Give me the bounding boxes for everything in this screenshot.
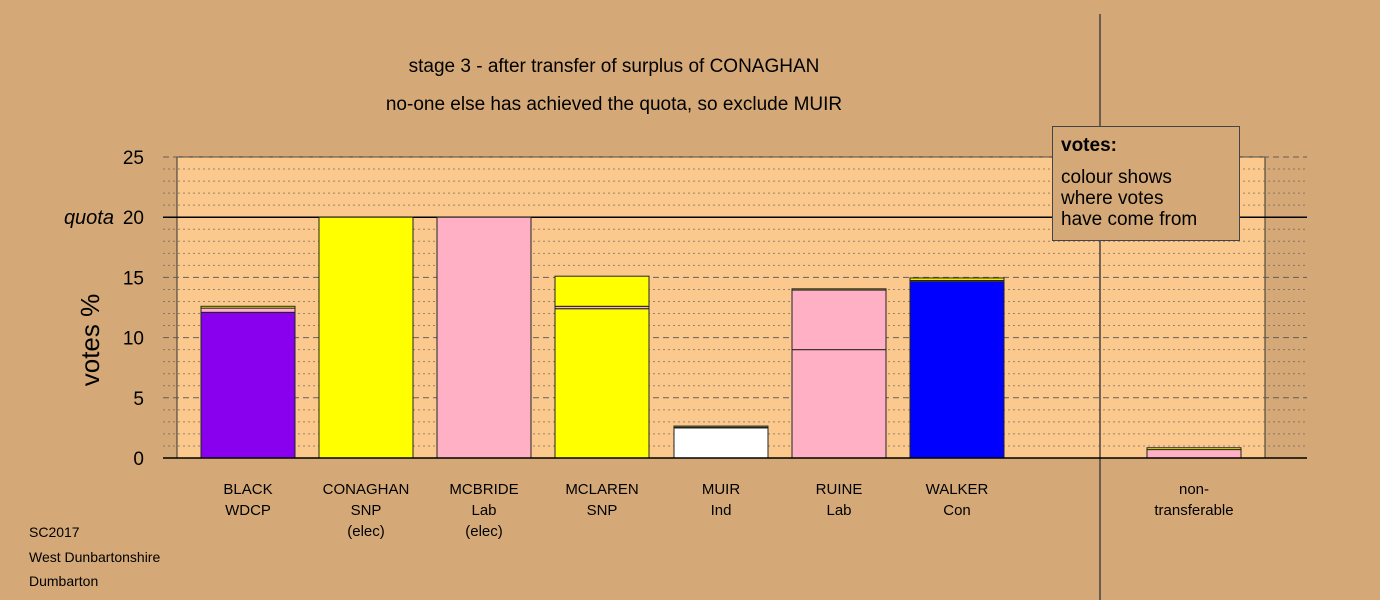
- footer: SC2017 West Dunbartonshire Dumbarton: [29, 520, 160, 594]
- y-tick-label: 20: [123, 208, 144, 229]
- bar-segment: [554, 308, 650, 459]
- category-label: Lab: [826, 502, 851, 519]
- bar-segment: [200, 311, 296, 459]
- footer-ward: Dumbarton: [29, 573, 99, 589]
- category-label: Ind: [711, 502, 732, 519]
- footer-election: SC2017: [29, 524, 80, 540]
- category-label: CONAGHAN: [323, 481, 410, 498]
- category-label: (elec): [465, 523, 503, 540]
- bar-segment: [318, 216, 414, 459]
- legend-line: colour shows: [1061, 167, 1172, 188]
- bar-segment: [1146, 449, 1242, 459]
- bar-segment: [1146, 447, 1242, 451]
- category-label: BLACK: [223, 481, 272, 498]
- y-axis-label: votes %: [75, 294, 105, 387]
- category-label: WDCP: [225, 502, 271, 519]
- category-label: SNP: [351, 502, 382, 519]
- y-tick-label: 0: [133, 449, 144, 470]
- legend-box: votes: colour shows where votes have com…: [1052, 126, 1240, 241]
- bar-segment: [909, 281, 1005, 459]
- category-label: non-: [1179, 481, 1209, 498]
- bar-segment: [200, 305, 296, 309]
- chart-title: stage 3 - after transfer of surplus of C…: [409, 56, 820, 77]
- legend-title: votes:: [1061, 135, 1117, 156]
- category-label: MCBRIDE: [449, 481, 518, 498]
- category-label: transferable: [1154, 502, 1233, 519]
- bar-segment: [791, 288, 887, 291]
- category-label: MCLAREN: [565, 481, 638, 498]
- bar-segment: [791, 289, 887, 351]
- y-tick-label: 5: [133, 389, 144, 410]
- bar-segment: [200, 307, 296, 313]
- bar-segment: [673, 427, 769, 459]
- footer-council: West Dunbartonshire: [29, 548, 161, 565]
- category-label: Lab: [471, 502, 496, 519]
- y-tick-label: 15: [123, 268, 144, 289]
- chart-subtitle: no-one else has achieved the quota, so e…: [386, 94, 842, 115]
- y-tick-label: 25: [123, 148, 144, 169]
- category-label: (elec): [347, 523, 385, 540]
- y-tick-label: 10: [123, 329, 144, 350]
- bar-segment: [554, 275, 650, 307]
- category-label: WALKER: [926, 481, 989, 498]
- quota-label: quota: [64, 207, 114, 229]
- legend-line: have come from: [1061, 209, 1198, 230]
- bar-segment: [791, 349, 887, 459]
- category-label: MUIR: [702, 481, 740, 498]
- category-label: Con: [943, 502, 971, 519]
- bar-segment: [436, 216, 532, 459]
- bar-segment: [673, 425, 769, 428]
- category-label: SNP: [587, 502, 618, 519]
- legend-line: where votes: [1061, 188, 1164, 209]
- bar-segment: [909, 277, 1005, 281]
- category-label: RUINE: [816, 481, 863, 498]
